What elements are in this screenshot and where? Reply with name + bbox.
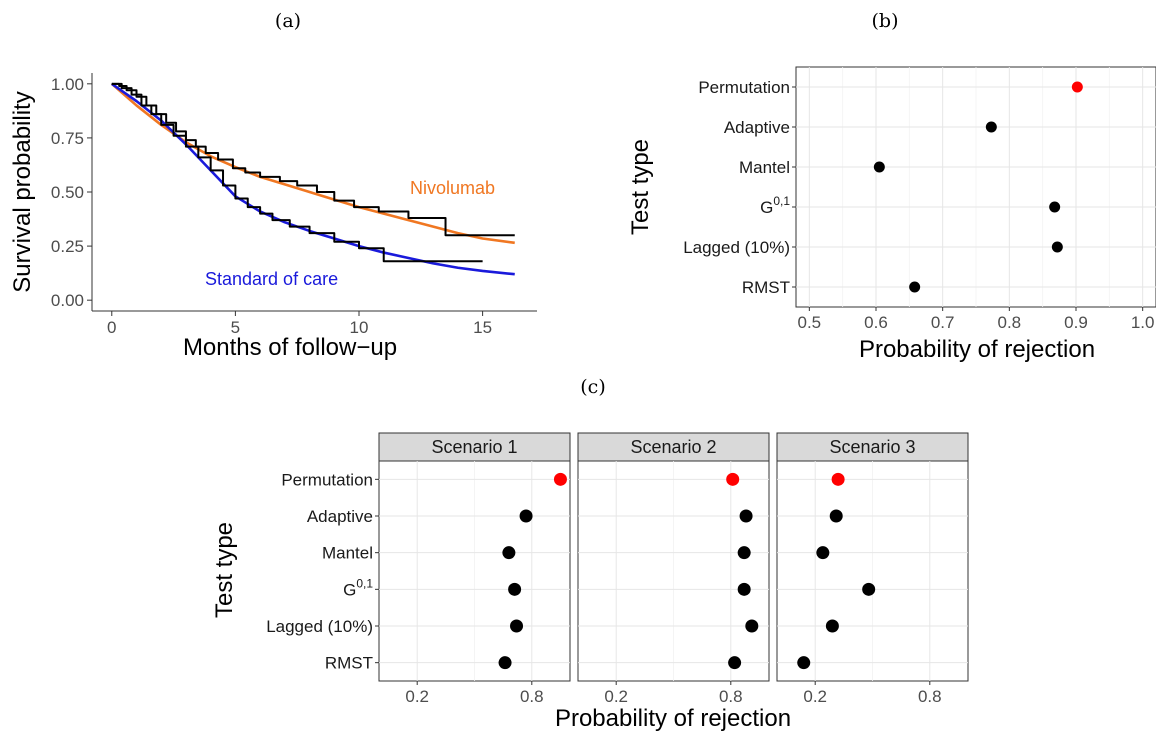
panel-c-point-g xyxy=(508,582,522,596)
panel-c-facet-strip xyxy=(776,432,969,462)
panel-c-point-mantel xyxy=(502,546,516,560)
panel-c-facet-1: Scenario 1 0.2 0.8 xyxy=(378,432,571,706)
panel-c-x-tick-label: 0.2 xyxy=(405,687,429,706)
panel-a-x-tick-label: 0 xyxy=(107,318,116,337)
panel-b-category-label: G0,1 xyxy=(760,194,790,217)
panel-b-x-tick-label: 0.7 xyxy=(931,313,955,332)
panel-c-facet-strip-label: Scenario 1 xyxy=(431,437,517,457)
panel-b-point-mantel xyxy=(873,161,885,173)
panel-c-category-label: Adaptive xyxy=(307,507,373,526)
panel-c-point-g xyxy=(862,582,876,596)
panel-b-label: (b) xyxy=(872,10,899,32)
panel-c-point-lagged-10- xyxy=(510,619,524,633)
panel-c-point-rmst xyxy=(797,656,811,670)
panel-a-annotation-nivolumab: Nivolumab xyxy=(410,178,495,198)
panel-c-category-labels: Permutation Adaptive Mantel G0,1 Lagged (10%… xyxy=(266,470,379,673)
panel-a-series-0-fitted-curve xyxy=(110,82,515,245)
panel-b-point-rmst xyxy=(909,281,921,293)
panel-c-point-adaptive xyxy=(739,509,753,523)
panel-b-x-tick-label: 1.0 xyxy=(1131,313,1155,332)
panel-b-point-g xyxy=(1049,201,1061,213)
panel-c-point-mantel xyxy=(816,546,830,560)
panel-b-points xyxy=(873,81,1083,293)
panel-a-y-tick-label: 0.25 xyxy=(51,237,84,256)
panel-b-category-label: RMST xyxy=(742,278,790,297)
panel-c-label: (c) xyxy=(580,376,605,398)
panel-a-x-tick-label: 10 xyxy=(350,318,369,337)
panel-b-x-tick-label: 0.9 xyxy=(1064,313,1088,332)
panel-b-grid xyxy=(796,67,1156,307)
panel-c-x-tick-label: 0.8 xyxy=(719,687,743,706)
panel-a-x-axis-title: Months of follow−up xyxy=(183,334,397,361)
panel-a-y-tick-label: 1.00 xyxy=(51,75,84,94)
panel-c-category-label: RMST xyxy=(325,654,373,673)
panel-a-series-3-km-curve xyxy=(111,82,483,263)
panel-b-point-adaptive xyxy=(985,121,997,133)
panel-c-category-label: Permutation xyxy=(281,470,373,489)
panel-c-facet-strip-label: Scenario 2 xyxy=(630,437,716,457)
panel-b-category-label: Permutation xyxy=(698,78,790,97)
panel-a-y-tick-label: 0.00 xyxy=(51,291,84,310)
panel-c-point-lagged-10- xyxy=(825,619,839,633)
panel-b-rejection-dotplot: Permutation Adaptive Mantel G0,1 Lagged (10%… xyxy=(627,66,1156,363)
panel-b-category-label: Lagged (10%) xyxy=(683,238,790,257)
panel-a-annotation-standard-of-care: Standard of care xyxy=(205,269,338,289)
panel-c-point-adaptive xyxy=(519,509,533,523)
panel-a-x-tick-label: 15 xyxy=(473,318,492,337)
panel-c-facet-3: Scenario 3 0.2 0.8 xyxy=(776,432,969,706)
panel-b-x-tick-label: 0.5 xyxy=(798,313,822,332)
panel-c-point-rmst xyxy=(498,656,512,670)
panel-b-x-axis-title: Probability of rejection xyxy=(859,336,1095,363)
panel-a-series-2-km-curve xyxy=(111,82,515,237)
panel-b-category-label: Adaptive xyxy=(724,118,790,137)
panel-b-y-axis-title: Test type xyxy=(627,139,654,235)
panel-c-point-adaptive xyxy=(829,509,843,523)
panel-c-facet-2: Scenario 2 0.2 0.8 xyxy=(577,432,770,706)
panel-c-category-label: Mantel xyxy=(322,544,373,563)
panel-c-point-lagged-10- xyxy=(745,619,759,633)
panel-a-ticks: 0 5 10 15 0.00 0.25 0.50 0.75 1.00 xyxy=(51,75,492,337)
panel-a-plot-area xyxy=(110,82,515,276)
panel-a-survival-curves: 0 5 10 15 0.00 0.25 0.50 0.75 1.00 Nivolumab Sta… xyxy=(9,73,537,361)
panel-a-y-tick-label: 0.75 xyxy=(51,129,84,148)
panel-c-point-permutation xyxy=(831,472,845,486)
panel-c-x-tick-label: 0.2 xyxy=(803,687,827,706)
panel-c-point-g xyxy=(737,582,751,596)
panel-c-x-axis-title: Probability of rejection xyxy=(555,705,791,732)
panel-b-x-tick-label: 0.8 xyxy=(998,313,1022,332)
panel-b-x-ticks: 0.5 0.6 0.7 0.8 0.9 1.0 xyxy=(798,307,1155,332)
panel-c-point-rmst xyxy=(728,656,742,670)
panel-a-x-tick-label: 5 xyxy=(231,318,240,337)
panel-c-point-permutation xyxy=(726,472,740,486)
panel-b-x-tick-label: 0.6 xyxy=(864,313,888,332)
panel-b-category-labels: Permutation Adaptive Mantel G0,1 Lagged (10%… xyxy=(683,78,796,297)
panel-c-facet-strip xyxy=(577,432,770,462)
panel-c-y-axis-title: Test type xyxy=(211,522,238,618)
panel-c-x-tick-label: 0.2 xyxy=(604,687,628,706)
panel-c-x-tick-label: 0.8 xyxy=(918,687,942,706)
panel-c-point-permutation xyxy=(553,472,567,486)
panel-b-category-label: Mantel xyxy=(739,158,790,177)
panel-a-label: (a) xyxy=(275,10,301,32)
panel-a-y-tick-label: 0.50 xyxy=(51,183,84,202)
panel-b-point-lagged-10- xyxy=(1051,241,1063,253)
panel-c-point-mantel xyxy=(737,546,751,560)
panel-c-facet-strip-label: Scenario 3 xyxy=(829,437,915,457)
panel-c-x-tick-label: 0.8 xyxy=(520,687,544,706)
panel-c-category-label: G0,1 xyxy=(343,576,373,599)
panel-c-category-label: Lagged (10%) xyxy=(266,617,373,636)
panel-a-y-axis-title: Survival probability xyxy=(9,91,36,292)
panel-b-point-permutation xyxy=(1071,81,1083,93)
